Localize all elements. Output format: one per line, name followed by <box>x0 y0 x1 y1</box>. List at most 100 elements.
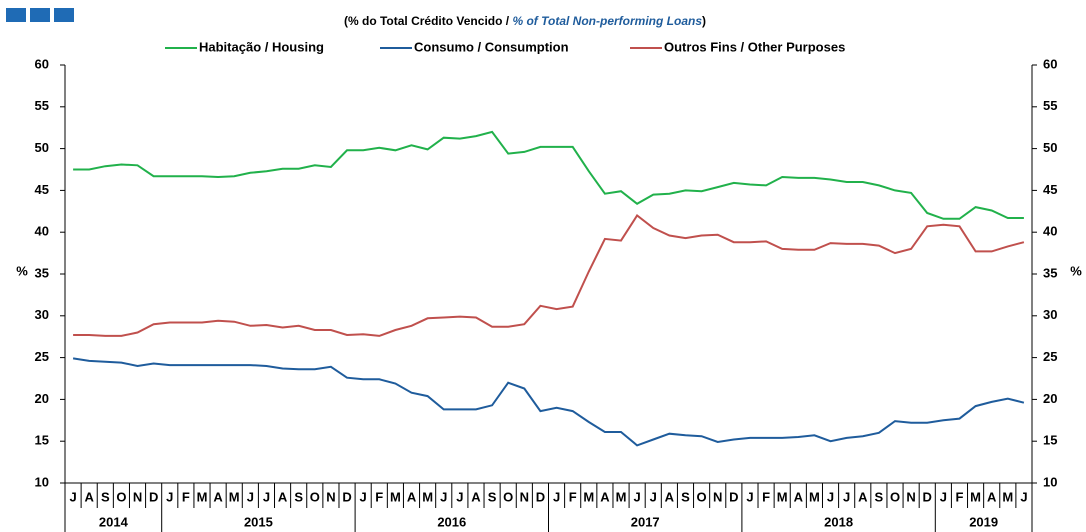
x-tick-label: M <box>422 489 433 504</box>
x-tick-label: J <box>746 489 753 504</box>
y-tick-label: 45 <box>35 182 49 197</box>
x-tick-label: N <box>906 489 915 504</box>
y2-tick-label: 40 <box>1043 224 1057 239</box>
x-tick-label: M <box>777 489 788 504</box>
subtitle-part: ) <box>702 14 706 28</box>
x-tick-label: J <box>843 489 850 504</box>
y-tick-label: 10 <box>35 474 49 489</box>
x-tick-label: S <box>101 489 110 504</box>
x-tick-label: A <box>987 489 997 504</box>
y2-tick-label: 60 <box>1043 56 1057 71</box>
x-tick-label: F <box>955 489 963 504</box>
y-tick-label: 50 <box>35 140 49 155</box>
x-tick-label: A <box>471 489 481 504</box>
x-tick-label: O <box>310 489 320 504</box>
x-tick-label: F <box>762 489 770 504</box>
x-tick-label: J <box>166 489 173 504</box>
subtitle-part: % of Total Non-performing Loans <box>512 14 702 28</box>
x-tick-label: D <box>149 489 158 504</box>
x-tick-label: F <box>182 489 190 504</box>
x-tick-label: D <box>729 489 738 504</box>
y-tick-label: 20 <box>35 391 49 406</box>
x-tick-label: A <box>665 489 675 504</box>
x-tick-label: J <box>456 489 463 504</box>
x-tick-label: O <box>503 489 513 504</box>
x-tick-label: J <box>440 489 447 504</box>
x-tick-label: A <box>278 489 288 504</box>
y-tick-label: 40 <box>35 224 49 239</box>
x-tick-label: N <box>713 489 722 504</box>
x-tick-label: N <box>133 489 142 504</box>
y2-tick-label: 10 <box>1043 474 1057 489</box>
x-tick-label: S <box>681 489 690 504</box>
logo-block <box>6 8 26 22</box>
y-tick-label: 60 <box>35 56 49 71</box>
y2-tick-label: 25 <box>1043 349 1057 364</box>
y2-tick-label: 20 <box>1043 391 1057 406</box>
y-tick-label: 55 <box>35 98 49 113</box>
x-tick-label: M <box>583 489 594 504</box>
x-tick-label: M <box>197 489 208 504</box>
x-tick-label: D <box>923 489 932 504</box>
x-tick-label: F <box>375 489 383 504</box>
year-label: 2017 <box>631 514 660 529</box>
x-tick-label: M <box>1002 489 1013 504</box>
x-tick-label: J <box>1020 489 1027 504</box>
series-line <box>73 214 1025 337</box>
x-tick-label: J <box>360 489 367 504</box>
x-tick-label: S <box>294 489 303 504</box>
x-tick-label: J <box>69 489 76 504</box>
x-tick-label: M <box>390 489 401 504</box>
y2-tick-label: 45 <box>1043 182 1057 197</box>
x-tick-label: N <box>520 489 529 504</box>
x-tick-label: J <box>940 489 947 504</box>
x-tick-label: A <box>794 489 804 504</box>
x-tick-label: J <box>553 489 560 504</box>
logo-block <box>30 8 50 22</box>
y2-tick-label: 55 <box>1043 98 1057 113</box>
x-tick-label: A <box>407 489 417 504</box>
series-line <box>73 130 1024 220</box>
x-tick-label: F <box>569 489 577 504</box>
x-tick-label: O <box>697 489 707 504</box>
y2-tick-label: 35 <box>1043 265 1057 280</box>
x-tick-label: A <box>600 489 610 504</box>
x-tick-label: J <box>650 489 657 504</box>
legend-label: Habitação / Housing <box>199 39 324 54</box>
x-tick-label: M <box>616 489 627 504</box>
x-tick-label: J <box>634 489 641 504</box>
y-tick-label: 15 <box>35 433 49 448</box>
x-tick-label: D <box>342 489 351 504</box>
year-label: 2018 <box>824 514 853 529</box>
x-tick-label: M <box>229 489 240 504</box>
x-tick-label: A <box>858 489 868 504</box>
x-tick-label: J <box>263 489 270 504</box>
year-label: 2014 <box>99 514 129 529</box>
subtitle-part: (% do Total Crédito Vencido / <box>344 14 510 28</box>
logo-block <box>54 8 74 22</box>
legend-label: Consumo / Consumption <box>414 39 569 54</box>
x-tick-label: A <box>84 489 94 504</box>
x-tick-label: J <box>247 489 254 504</box>
y2-tick-label: 30 <box>1043 307 1057 322</box>
chart-subtitle: (% do Total Crédito Vencido / % of Total… <box>344 14 706 28</box>
x-tick-label: J <box>827 489 834 504</box>
x-tick-label: S <box>488 489 497 504</box>
x-tick-label: D <box>536 489 545 504</box>
year-label: 2015 <box>244 514 273 529</box>
y-axis-label: % <box>16 263 28 278</box>
x-tick-label: M <box>809 489 820 504</box>
x-tick-label: O <box>116 489 126 504</box>
x-tick-label: S <box>875 489 884 504</box>
x-tick-label: A <box>213 489 223 504</box>
year-label: 2019 <box>969 514 998 529</box>
x-tick-label: M <box>970 489 981 504</box>
year-label: 2016 <box>437 514 466 529</box>
legend-label: Outros Fins / Other Purposes <box>664 39 845 54</box>
y2-axis-label: % <box>1070 263 1082 278</box>
series-line <box>72 357 1025 447</box>
y-tick-label: 35 <box>35 265 49 280</box>
x-tick-label: O <box>890 489 900 504</box>
y-tick-label: 30 <box>35 307 49 322</box>
